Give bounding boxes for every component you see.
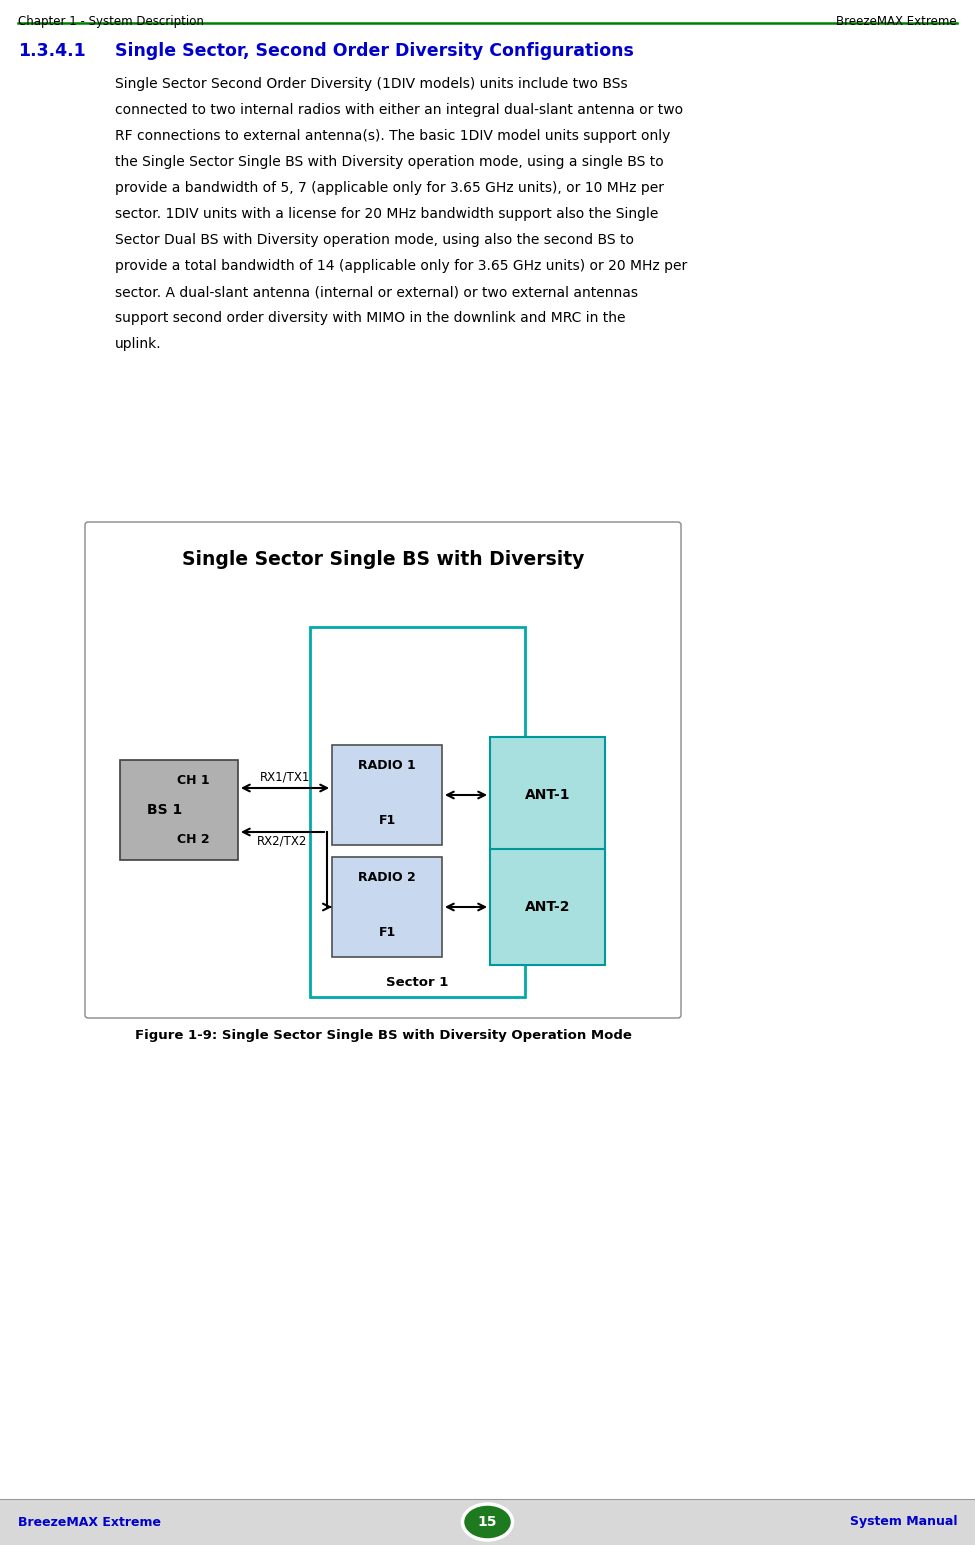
Text: Figure 1-9: Single Sector Single BS with Diversity Operation Mode: Figure 1-9: Single Sector Single BS with… bbox=[135, 1029, 632, 1041]
Bar bbox=[490, 737, 605, 853]
Bar bbox=[490, 850, 605, 966]
Text: 15: 15 bbox=[478, 1516, 497, 1530]
Text: BreezeMAX Extreme: BreezeMAX Extreme bbox=[837, 15, 957, 28]
Text: RX1/TX1: RX1/TX1 bbox=[259, 771, 310, 783]
Text: F1: F1 bbox=[378, 925, 396, 939]
FancyBboxPatch shape bbox=[85, 522, 681, 1018]
Text: System Manual: System Manual bbox=[849, 1516, 957, 1528]
Text: F1: F1 bbox=[378, 814, 396, 827]
Text: ANT-2: ANT-2 bbox=[525, 901, 570, 915]
Text: uplink.: uplink. bbox=[115, 337, 162, 351]
Text: 1.3.4.1: 1.3.4.1 bbox=[18, 42, 86, 60]
Text: RF connections to external antenna(s). The basic 1DIV model units support only: RF connections to external antenna(s). T… bbox=[115, 128, 671, 144]
Text: BreezeMAX Extreme: BreezeMAX Extreme bbox=[18, 1516, 161, 1528]
Text: BS 1: BS 1 bbox=[147, 803, 182, 817]
Text: sector. A dual-slant antenna (internal or external) or two external antennas: sector. A dual-slant antenna (internal o… bbox=[115, 284, 638, 300]
Ellipse shape bbox=[462, 1503, 513, 1540]
Bar bbox=[332, 745, 442, 845]
Text: CH 1: CH 1 bbox=[176, 774, 210, 786]
Bar bbox=[332, 857, 442, 956]
Text: connected to two internal radios with either an integral dual-slant antenna or t: connected to two internal radios with ei… bbox=[115, 104, 683, 117]
Text: CH 2: CH 2 bbox=[176, 833, 210, 847]
Text: Sector Dual BS with Diversity operation mode, using also the second BS to: Sector Dual BS with Diversity operation … bbox=[115, 233, 634, 247]
Text: ANT-1: ANT-1 bbox=[525, 788, 570, 802]
Text: Single Sector, Second Order Diversity Configurations: Single Sector, Second Order Diversity Co… bbox=[115, 42, 634, 60]
Text: Sector 1: Sector 1 bbox=[386, 976, 448, 989]
Text: Single Sector Second Order Diversity (1DIV models) units include two BSs: Single Sector Second Order Diversity (1D… bbox=[115, 77, 628, 91]
Text: the Single Sector Single BS with Diversity operation mode, using a single BS to: the Single Sector Single BS with Diversi… bbox=[115, 154, 664, 168]
Text: RADIO 1: RADIO 1 bbox=[358, 759, 416, 772]
Text: RADIO 2: RADIO 2 bbox=[358, 871, 416, 884]
Text: sector. 1DIV units with a license for 20 MHz bandwidth support also the Single: sector. 1DIV units with a license for 20… bbox=[115, 207, 658, 221]
Text: RX2/TX2: RX2/TX2 bbox=[257, 834, 308, 848]
Text: Single Sector Single BS with Diversity: Single Sector Single BS with Diversity bbox=[181, 550, 584, 569]
Text: provide a bandwidth of 5, 7 (applicable only for 3.65 GHz units), or 10 MHz per: provide a bandwidth of 5, 7 (applicable … bbox=[115, 181, 664, 195]
Bar bbox=[120, 760, 238, 861]
Text: provide a total bandwidth of 14 (applicable only for 3.65 GHz units) or 20 MHz p: provide a total bandwidth of 14 (applica… bbox=[115, 260, 687, 273]
Text: Chapter 1 - System Description: Chapter 1 - System Description bbox=[18, 15, 204, 28]
Text: support second order diversity with MIMO in the downlink and MRC in the: support second order diversity with MIMO… bbox=[115, 311, 626, 324]
Bar bbox=[0, 1499, 975, 1545]
FancyBboxPatch shape bbox=[310, 627, 525, 997]
